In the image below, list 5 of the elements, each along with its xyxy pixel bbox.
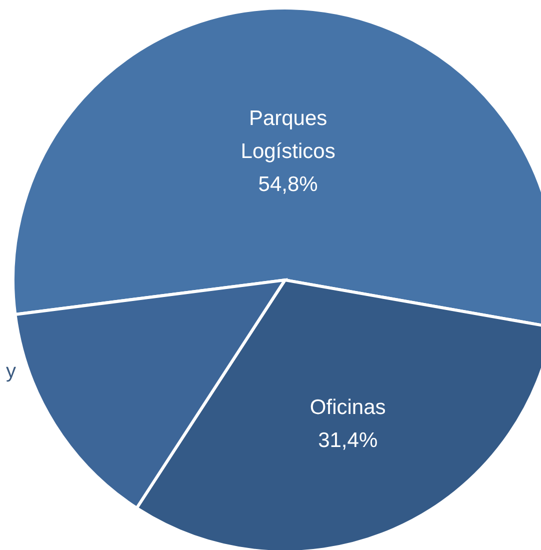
data-label: 54,8% bbox=[258, 172, 318, 196]
data-label: 31,4% bbox=[318, 428, 378, 452]
slice-label: Oficinas bbox=[310, 396, 386, 419]
slice-label: y bbox=[6, 360, 16, 382]
slice-label: Parques Logísticos bbox=[240, 106, 336, 163]
